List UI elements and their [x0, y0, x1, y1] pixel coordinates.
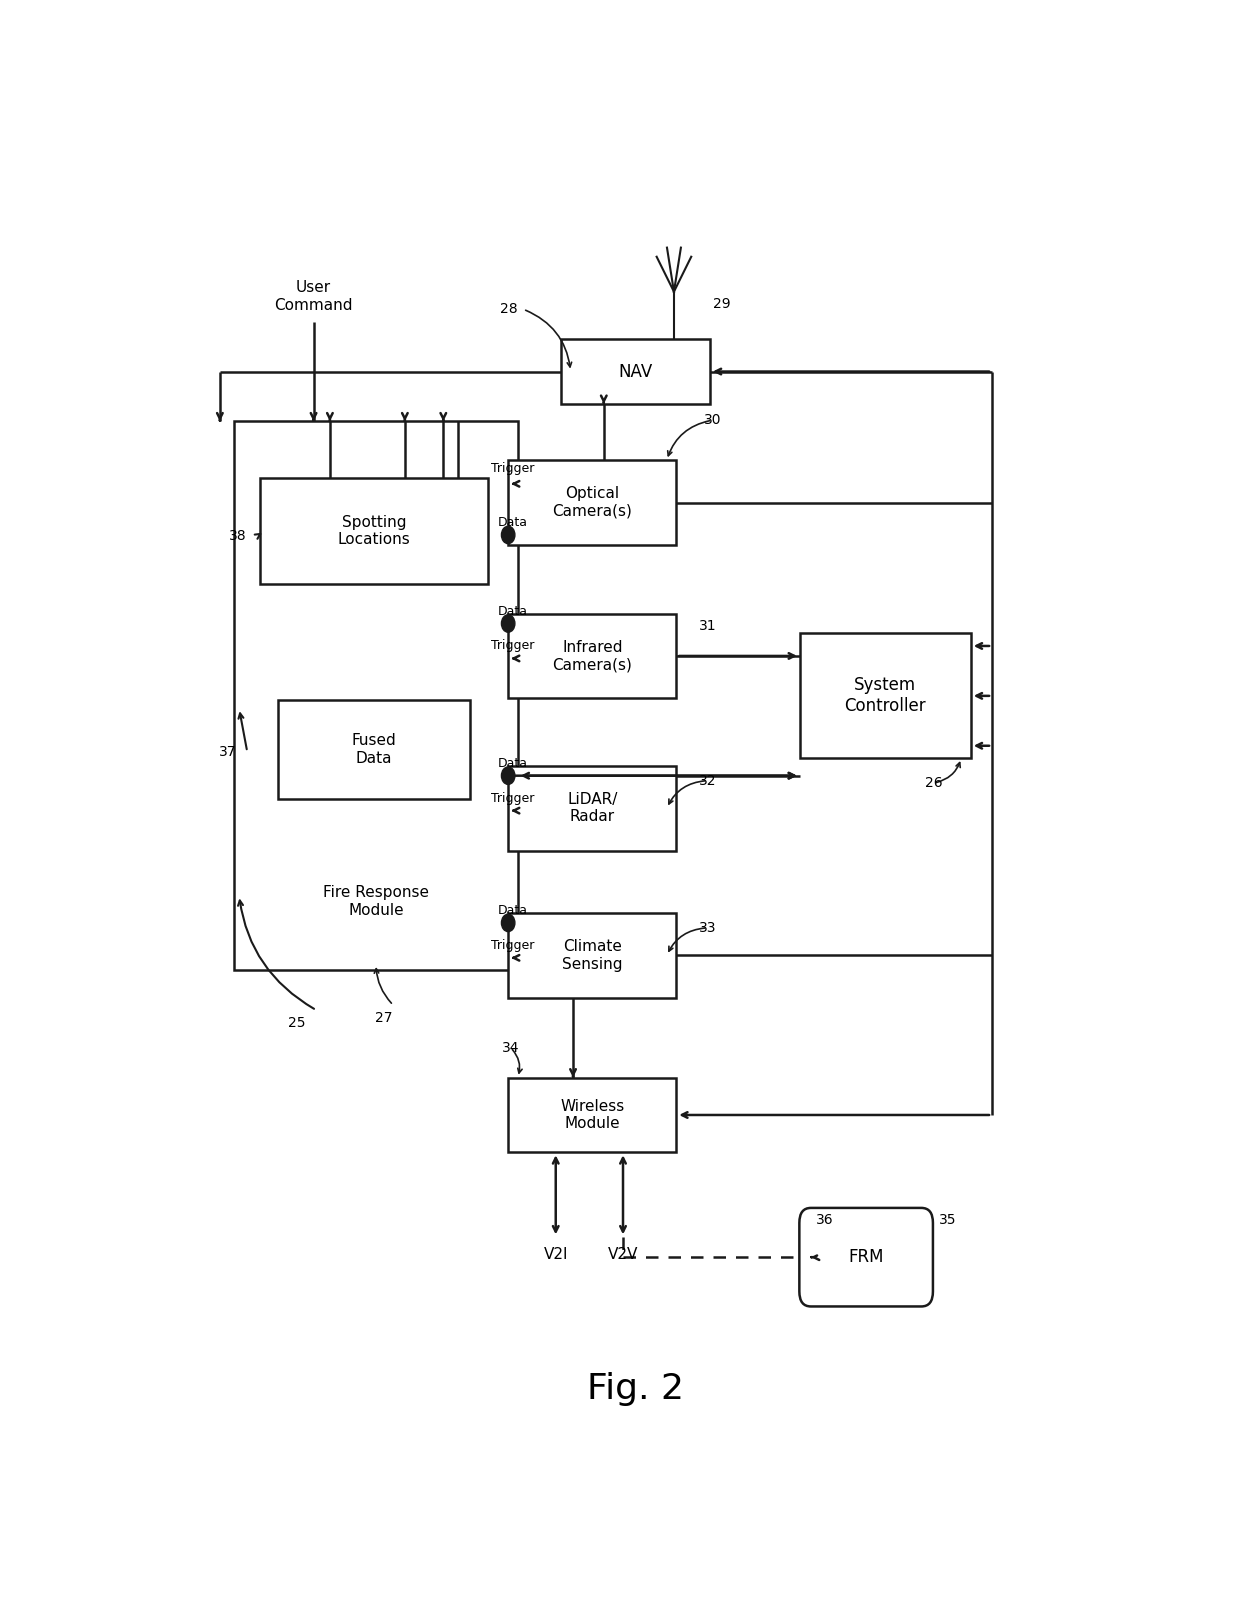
Bar [508, 614, 676, 698]
Text: 33: 33 [699, 920, 717, 935]
Text: Trigger: Trigger [491, 462, 534, 475]
Text: Spotting
Locations: Spotting Locations [337, 515, 410, 548]
Text: Infrared
Camera(s): Infrared Camera(s) [552, 640, 632, 672]
Text: Trigger: Trigger [491, 640, 534, 653]
Text: 27: 27 [374, 1011, 393, 1025]
Bar [259, 478, 489, 585]
Text: Fire Response
Module: Fire Response Module [324, 886, 429, 919]
Circle shape [501, 526, 515, 544]
Text: 25: 25 [289, 1016, 306, 1030]
Text: NAV: NAV [619, 363, 652, 381]
Text: 29: 29 [713, 296, 730, 311]
Text: Fused
Data: Fused Data [352, 734, 397, 766]
Text: V2V: V2V [608, 1247, 639, 1262]
Bar [508, 1077, 676, 1152]
Text: 38: 38 [229, 530, 247, 543]
Text: 30: 30 [703, 413, 722, 428]
Text: 34: 34 [502, 1040, 520, 1055]
Text: Fig. 2: Fig. 2 [587, 1372, 684, 1406]
Text: Data: Data [498, 515, 528, 530]
Text: 31: 31 [699, 619, 717, 633]
Bar [800, 633, 971, 758]
Bar [234, 421, 518, 970]
Text: 35: 35 [939, 1213, 956, 1226]
Text: FRM: FRM [848, 1247, 884, 1267]
Text: V2I: V2I [543, 1247, 568, 1262]
Text: Data: Data [498, 757, 528, 770]
Text: Wireless
Module: Wireless Module [560, 1098, 625, 1131]
Text: 32: 32 [699, 774, 717, 787]
Bar [508, 914, 676, 998]
Circle shape [501, 914, 515, 932]
Text: LiDAR/
Radar: LiDAR/ Radar [567, 792, 618, 825]
Bar [278, 700, 470, 799]
Text: Data: Data [498, 904, 528, 917]
Text: 36: 36 [816, 1213, 833, 1226]
Text: Trigger: Trigger [491, 792, 534, 805]
Circle shape [501, 614, 515, 632]
Text: Data: Data [498, 604, 528, 617]
Text: Optical
Camera(s): Optical Camera(s) [552, 486, 632, 518]
Bar [560, 339, 711, 403]
Text: System
Controller: System Controller [844, 677, 926, 716]
Text: 26: 26 [925, 776, 942, 791]
Text: 37: 37 [219, 745, 237, 760]
Text: Trigger: Trigger [491, 940, 534, 953]
Bar [508, 460, 676, 544]
Text: 28: 28 [500, 303, 517, 316]
Circle shape [501, 766, 515, 784]
FancyBboxPatch shape [800, 1209, 932, 1306]
Text: Climate
Sensing: Climate Sensing [562, 940, 622, 972]
Bar [508, 766, 676, 851]
Text: User
Command: User Command [274, 280, 353, 313]
